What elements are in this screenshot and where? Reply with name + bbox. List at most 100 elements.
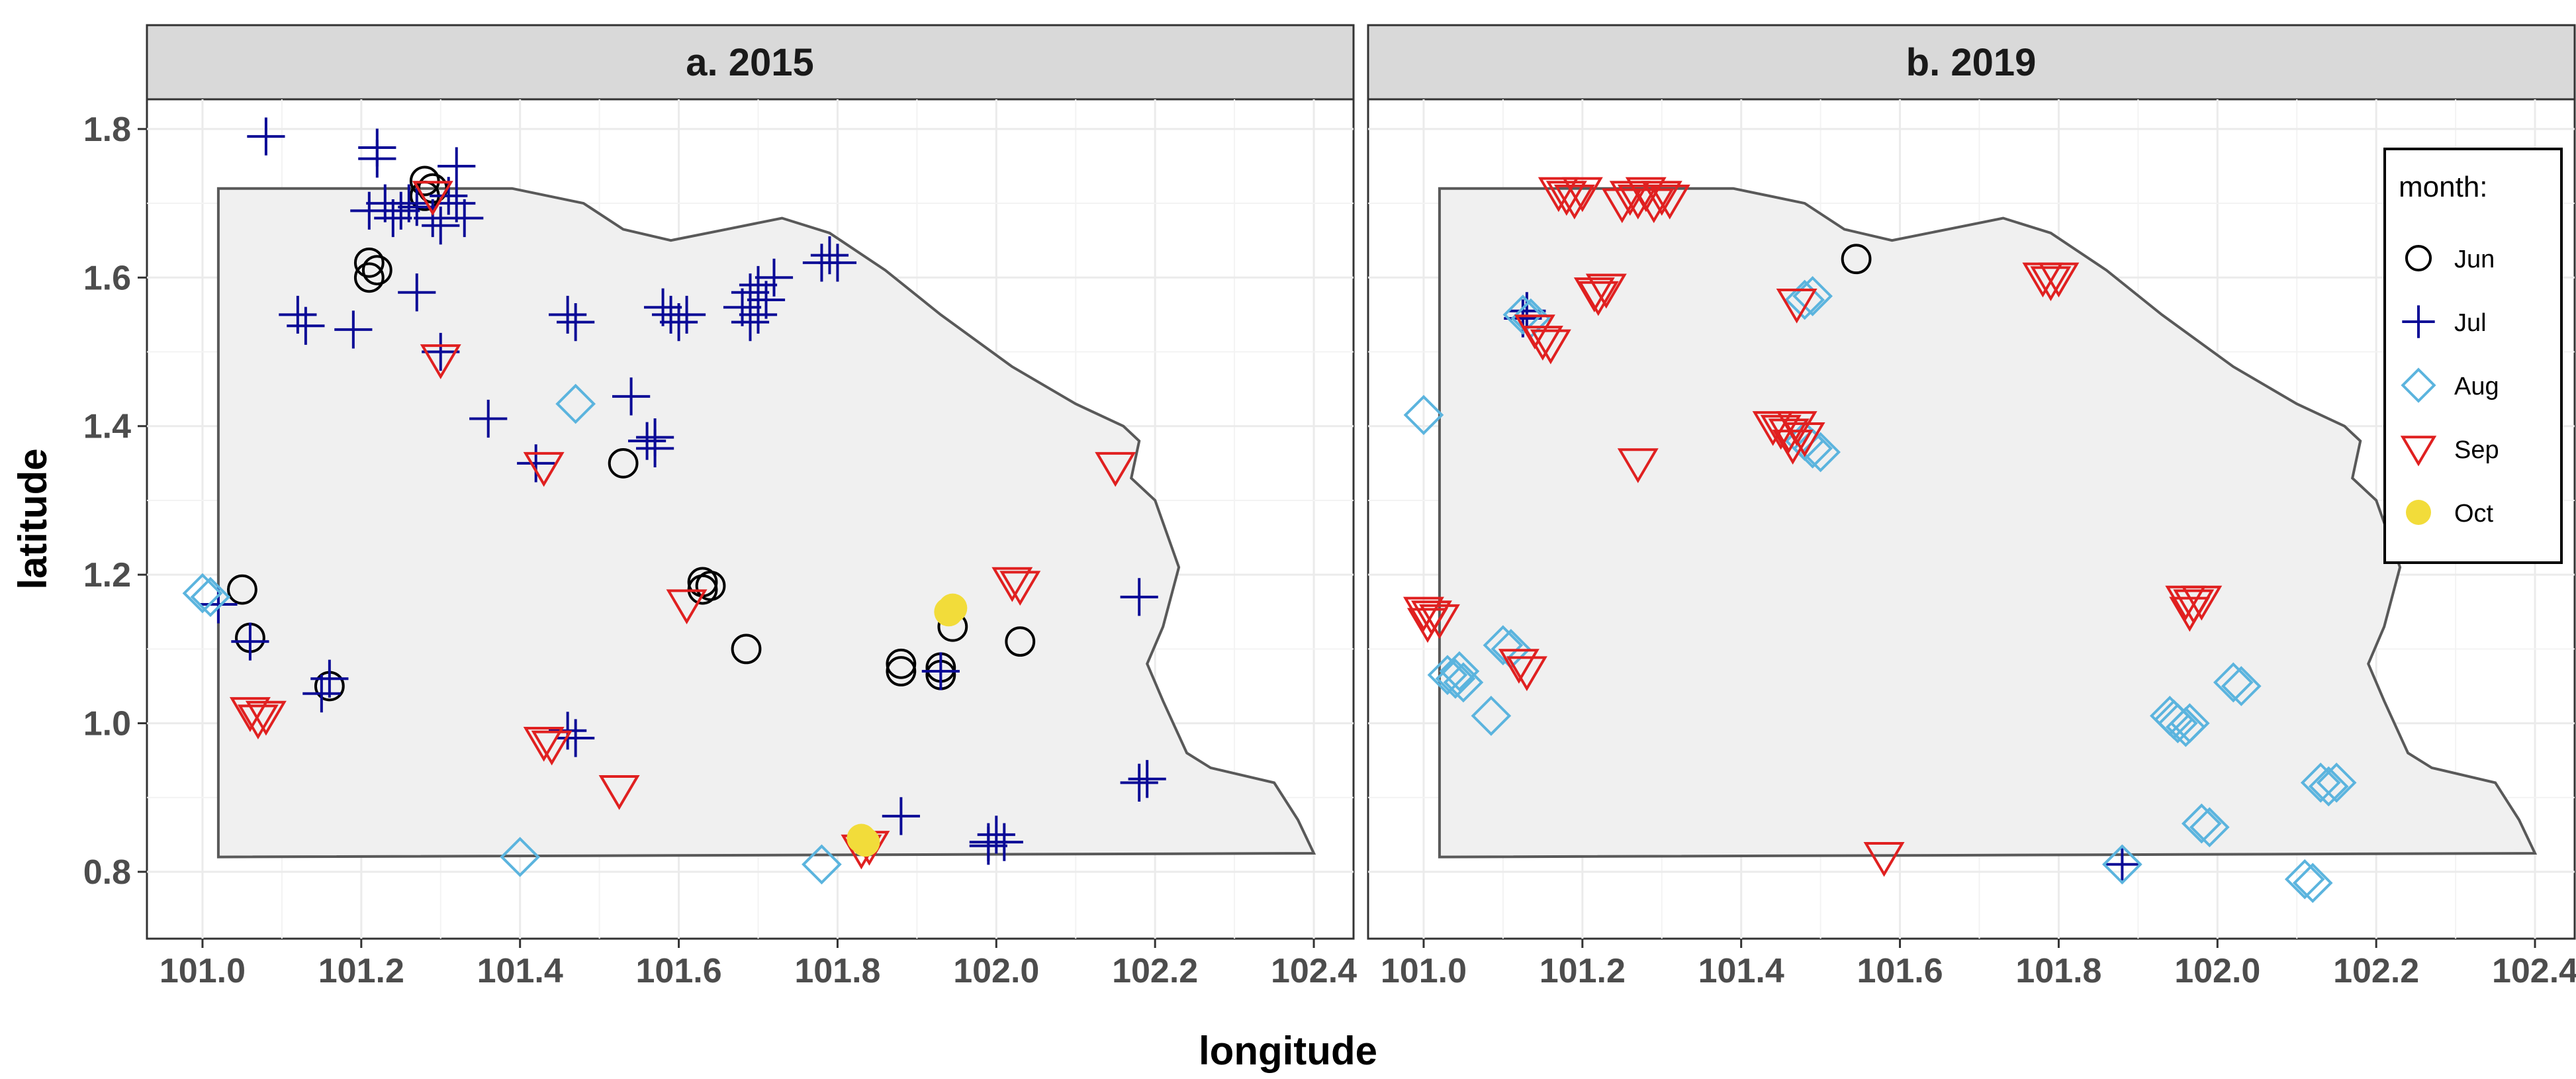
point-aug [2292, 863, 2333, 904]
point-sep [1617, 448, 1659, 483]
point-jul [287, 306, 325, 345]
x-tick-label: 101.6 [1857, 952, 1943, 990]
point-sep [229, 697, 271, 732]
point-sep [598, 774, 640, 810]
point-jul [1120, 578, 1158, 616]
point-sep [1585, 273, 1627, 309]
point-sep [1863, 841, 1905, 877]
legend-key-aug [2401, 367, 2436, 403]
point-aug [1471, 696, 1512, 736]
point-aug [1439, 651, 1480, 692]
x-tick-label: 101.8 [2015, 952, 2101, 990]
point-sep [1573, 277, 1615, 312]
point-jul [1128, 760, 1166, 798]
point-jun [353, 247, 385, 278]
point-sep [1561, 177, 1603, 212]
y-tick-label: 1.6 [83, 259, 131, 297]
point-sep [1506, 656, 1547, 692]
point-jul [731, 303, 770, 342]
point-sep [1553, 184, 1595, 220]
point-jul [1508, 292, 1546, 330]
legend-label: Jun [2454, 246, 2495, 273]
point-jul [818, 244, 857, 282]
point-aug [2308, 766, 2349, 807]
point-jul [549, 295, 587, 334]
x-tick-label: 101.2 [1540, 952, 1626, 990]
point-sep [1522, 326, 1563, 361]
point-jul [231, 622, 269, 661]
point-jul [422, 332, 460, 371]
legend-label: Sep [2454, 436, 2499, 464]
point-aug [2284, 859, 2325, 900]
legend-item-aug: Aug [2401, 367, 2499, 403]
point-oct [851, 827, 880, 857]
y-tick-label: 1.4 [83, 408, 131, 446]
point-sep [523, 727, 565, 762]
point-sep [1768, 418, 1810, 454]
point-aug [1502, 295, 1543, 335]
point-jun [731, 633, 762, 665]
legend-item-jun: Jun [2405, 244, 2495, 273]
point-aug [2316, 763, 2357, 803]
legend-label: Aug [2454, 373, 2499, 400]
y-tick-label: 1.2 [83, 556, 131, 594]
point-jul [422, 207, 460, 245]
point-jul [382, 191, 420, 230]
point-jul [302, 675, 341, 713]
x-tick-label: 101.4 [477, 952, 563, 990]
legend-label: Jul [2454, 309, 2487, 337]
point-jun [1841, 244, 1872, 275]
point-sep [2181, 585, 2223, 621]
x-tick-label: 102.2 [2333, 952, 2419, 990]
panel-2019-x-axis: 101.0 101.2 101.4 101.6 101.8 102.0 102.2 102.4 [1381, 939, 2576, 990]
x-tick-label: 102.4 [2492, 952, 2576, 990]
point-jul [977, 816, 1015, 854]
point-sep [1776, 288, 1817, 324]
point-jul [747, 281, 786, 319]
panel-2015-points [182, 117, 1166, 885]
x-tick-label: 101.8 [794, 952, 880, 990]
point-jun [227, 574, 257, 605]
point-jul [437, 184, 476, 222]
panel-2019-strip [1367, 24, 2576, 101]
panel-2019-study-area [1438, 187, 2538, 859]
point-jun [886, 648, 917, 679]
point-sep [1617, 184, 1659, 220]
point-oct [934, 597, 964, 627]
point-sep [1498, 649, 1540, 684]
legend-item-sep: Sep [2400, 436, 2499, 467]
point-aug [2189, 807, 2230, 848]
y-tick-label: 1.0 [83, 705, 131, 743]
point-jul [279, 295, 317, 334]
point-aug [2102, 844, 2142, 885]
point-aug [182, 573, 223, 614]
point-jun [361, 255, 392, 285]
point-jul [810, 236, 849, 275]
point-sep [245, 700, 287, 736]
point-aug [2213, 662, 2254, 703]
point-jul [612, 377, 651, 416]
point-sep [1772, 430, 1814, 465]
point-jun [1005, 626, 1036, 657]
point-jul [643, 288, 682, 326]
x-tick-label: 101.2 [318, 952, 404, 990]
point-jul [310, 659, 349, 698]
point-sep [1095, 451, 1136, 487]
y-axis-title: latitude [11, 448, 55, 589]
point-jul [469, 399, 508, 438]
panel-2019-points [1403, 177, 2357, 904]
point-jul [921, 652, 960, 690]
y-tick-label: 1.8 [83, 111, 131, 149]
point-sep [1641, 181, 1682, 216]
y-tick-label: 0.8 [83, 853, 131, 892]
point-jul [445, 199, 484, 238]
point-sep [420, 344, 461, 379]
point-aug [190, 577, 231, 618]
point-sep [1752, 411, 1794, 446]
point-jul [739, 295, 778, 334]
point-sep [1577, 281, 1619, 316]
point-aug [2300, 763, 2341, 803]
point-sep [1538, 177, 1579, 212]
legend-key-sep [2400, 436, 2437, 467]
legend-key-oct [2406, 500, 2431, 525]
